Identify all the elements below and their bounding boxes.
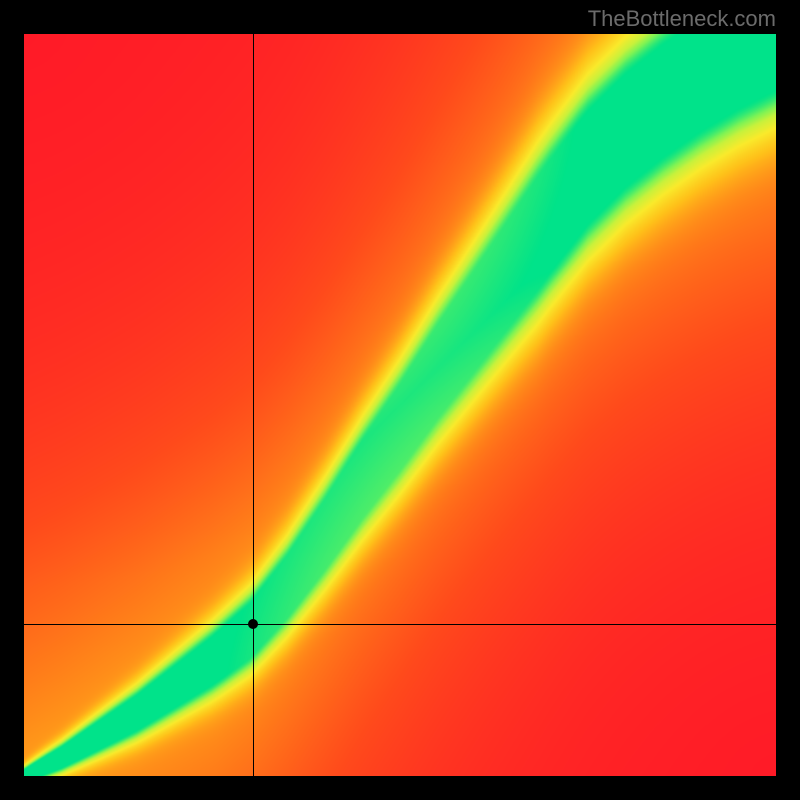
crosshair-horizontal [24,624,776,625]
chart-container: TheBottleneck.com [0,0,800,800]
heatmap-canvas [24,34,776,776]
plot-area [24,34,776,776]
crosshair-vertical [253,34,254,776]
marker-dot [248,619,258,629]
watermark-text: TheBottleneck.com [588,6,776,32]
